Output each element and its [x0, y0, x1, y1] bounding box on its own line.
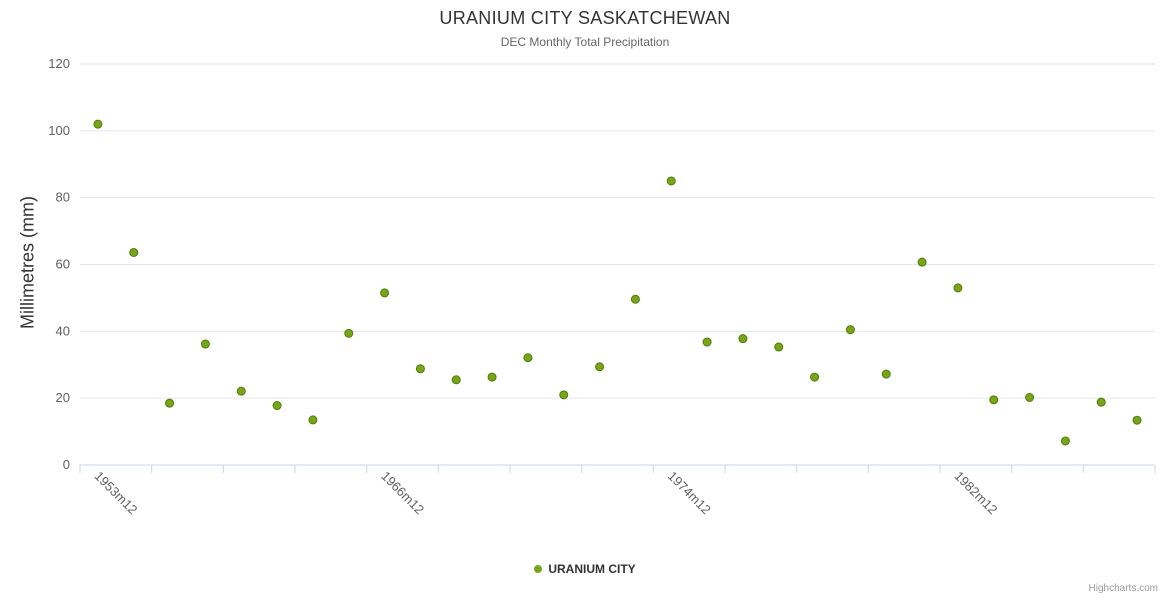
y-tick-label: 100	[48, 123, 70, 138]
data-point[interactable]	[236, 386, 246, 396]
data-point[interactable]	[559, 390, 569, 400]
data-point[interactable]	[93, 119, 103, 129]
data-point[interactable]	[1096, 397, 1106, 407]
data-point[interactable]	[308, 415, 318, 425]
data-point[interactable]	[451, 375, 461, 385]
data-point[interactable]	[165, 398, 175, 408]
data-point[interactable]	[415, 364, 425, 374]
x-tick-label: 1953m12	[92, 468, 141, 517]
data-point[interactable]	[989, 395, 999, 405]
y-tick-label: 0	[63, 457, 70, 472]
data-point[interactable]	[845, 325, 855, 335]
data-point[interactable]	[1132, 415, 1142, 425]
data-point[interactable]	[774, 342, 784, 352]
data-point[interactable]	[200, 339, 210, 349]
data-point[interactable]	[917, 257, 927, 267]
y-tick-label: 120	[48, 56, 70, 71]
chart-subtitle: DEC Monthly Total Precipitation	[500, 35, 670, 49]
data-point[interactable]	[272, 401, 282, 411]
y-tick-label: 20	[56, 390, 70, 405]
data-point[interactable]	[380, 288, 390, 298]
chart-title: URANIUM CITY SASKATCHEWAN	[439, 8, 731, 28]
data-point[interactable]	[129, 247, 139, 257]
highcharts-credits-link[interactable]: Highcharts.com	[1088, 583, 1158, 594]
data-point[interactable]	[344, 328, 354, 338]
data-point[interactable]	[953, 283, 963, 293]
data-point[interactable]	[810, 372, 820, 382]
data-point[interactable]	[881, 369, 891, 379]
x-tick-label: 1966m12	[378, 468, 427, 517]
y-tick-label: 60	[56, 257, 70, 272]
data-point[interactable]	[666, 176, 676, 186]
data-point[interactable]	[1060, 436, 1070, 446]
data-point[interactable]	[523, 353, 533, 363]
legend-series-label: URANIUM CITY	[548, 562, 636, 576]
data-point[interactable]	[630, 294, 640, 304]
data-point[interactable]	[702, 337, 712, 347]
data-point[interactable]	[738, 334, 748, 344]
data-point[interactable]	[487, 372, 497, 382]
y-tick-label: 40	[56, 323, 70, 338]
x-tick-label: 1974m12	[665, 468, 714, 517]
legend-marker-icon	[534, 565, 543, 573]
data-point[interactable]	[595, 362, 605, 372]
x-tick-label: 1982m12	[952, 468, 1001, 517]
y-tick-label: 80	[56, 190, 70, 205]
legend-item[interactable]: URANIUM CITY	[0, 562, 1170, 576]
data-point[interactable]	[1025, 392, 1035, 402]
